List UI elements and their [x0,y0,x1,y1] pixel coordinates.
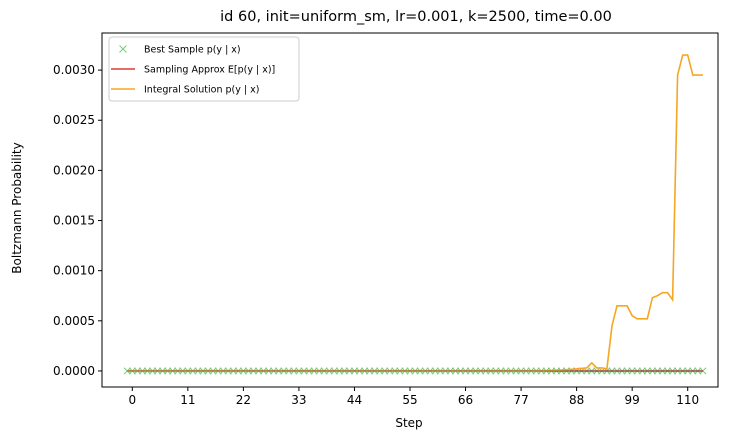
y-tick-label: 0.0020 [53,163,95,177]
legend-label: Best Sample p(y | x) [144,45,241,56]
chart-title: id 60, init=uniform_sm, lr=0.001, k=2500… [220,9,612,25]
x-tick-label: 0 [128,393,136,407]
x-axis-label: Step [395,416,422,430]
legend-box [108,36,300,102]
legend-label: Integral Solution p(y | x) [144,85,259,96]
x-tick-label: 33 [291,393,306,407]
x-tick-label: 11 [180,393,195,407]
legend-marker [119,45,127,53]
y-axis: 0.0000 0.0005 0.0010 0.0015 0.0020 0.0025 0.00… [53,63,102,378]
y-tick-label: 0.0025 [53,113,95,127]
x-tick-label: 66 [458,393,473,407]
y-tick-label: 0.0030 [53,63,95,77]
x-tick-label: 110 [676,393,699,407]
x-tick-label: 22 [236,393,251,407]
y-axis-label: Boltzmann Probability [10,142,24,273]
y-tick-label: 0.0000 [53,364,95,378]
x-tick-label: 55 [402,393,417,407]
x-axis: 0 11 22 33 44 55 66 77 88 99 110 [128,387,699,407]
x-tick-label: 99 [625,393,640,407]
legend: Best Sample p(y | x) Sampling Approx E[p(… [108,36,300,102]
x-tick-label: 77 [513,393,528,407]
legend-label: Sampling Approx E[p(y | x)] [144,65,275,76]
y-tick-label: 0.0010 [53,264,95,278]
y-tick-label: 0.0005 [53,314,95,328]
y-tick-label: 0.0015 [53,214,95,228]
x-tick-label: 88 [569,393,584,407]
x-tick-label: 44 [347,393,362,407]
series-2 [127,54,703,372]
series-line [127,54,703,372]
